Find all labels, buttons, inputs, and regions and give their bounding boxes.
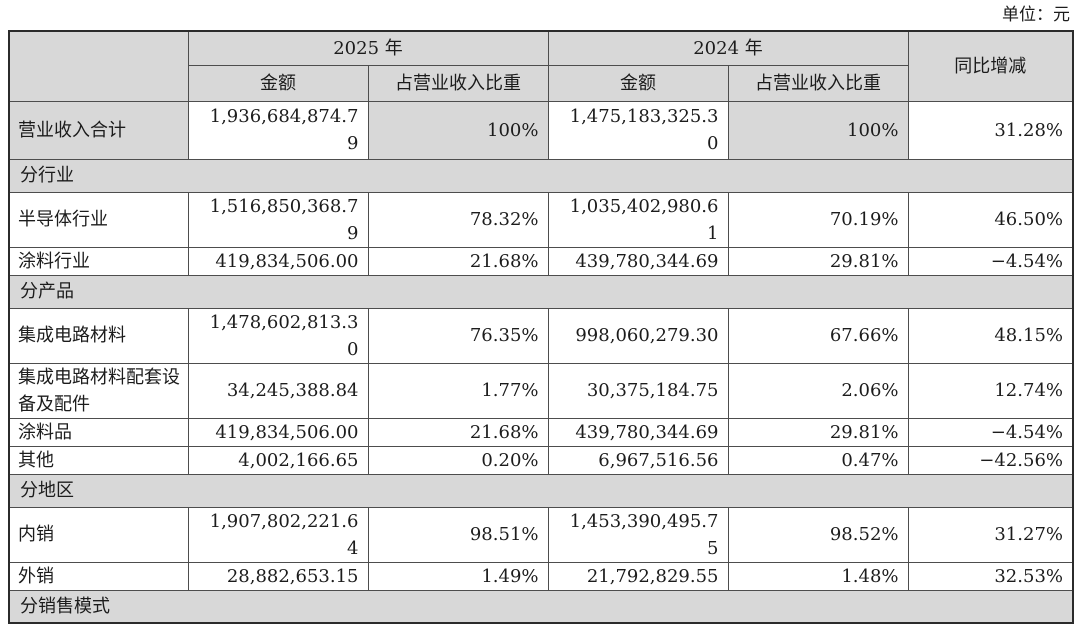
amount-2024-cell: 439,780,344.69 (547, 246, 729, 276)
amount-2025-cell: 4,002,166.65 (187, 445, 369, 475)
proportion-2025-cell: 1.77% (367, 362, 549, 419)
row-label-cell: 涂料行业 (8, 246, 189, 276)
row-label-cell: 其他 (8, 445, 189, 475)
yoy-change-cell: 31.28% (907, 100, 1074, 160)
table-row-coatings-industry: 涂料行业 419,834,506.00 21.68% 439,780,344.6… (8, 246, 1074, 276)
table-row-ic-materials: 集成电路材料 1,478,602,813.30 76.35% 998,060,2… (8, 307, 1074, 364)
table-row-domestic-sales: 内销 1,907,802,221.64 98.51% 1,453,390,495… (8, 506, 1074, 563)
proportion-2024-cell: 0.47% (727, 445, 909, 475)
header-row-metrics: 金额 占营业收入比重 金额 占营业收入比重 (9, 64, 1073, 102)
section-label: 分销售模式 (8, 589, 1074, 624)
row-label-cell: 半导体行业 (8, 191, 189, 248)
header-yoy-change: 同比增减 (907, 30, 1074, 102)
section-label: 分行业 (8, 158, 1074, 193)
amount-2025-cell: 1,478,602,813.30 (187, 307, 369, 364)
amount-2025-cell: 34,245,388.84 (187, 362, 369, 419)
yoy-change-cell: 46.50% (907, 191, 1074, 248)
row-label-cell: 营业收入合计 (8, 100, 189, 160)
amount-2024-cell: 1,475,183,325.30 (547, 100, 729, 160)
section-row-by-industry: 分行业 (8, 158, 1074, 193)
section-row-by-region: 分地区 (8, 473, 1074, 508)
header-proportion-2025: 占营业收入比重 (367, 64, 549, 102)
report-page: 单位：元 2025 年 2024 年 同比增减 金额 占营业收入比重 金额 占营… (8, 0, 1074, 624)
header-amount-2024: 金额 (547, 64, 729, 102)
table-row-others: 其他 4,002,166.65 0.20% 6,967,516.56 0.47%… (8, 445, 1074, 475)
yoy-change-cell: −4.54% (907, 417, 1074, 447)
table-row-coating-products: 涂料品 419,834,506.00 21.68% 439,780,344.69… (8, 417, 1074, 447)
revenue-breakdown-table: 2025 年 2024 年 同比增减 金额 占营业收入比重 金额 占营业收入比重… (8, 30, 1074, 624)
yoy-change-cell: 12.74% (907, 362, 1074, 419)
yoy-change-cell: −4.54% (907, 246, 1074, 276)
amount-2025-cell: 1,516,850,368.79 (187, 191, 369, 248)
section-label: 分地区 (8, 473, 1074, 508)
header-year-2024: 2024 年 (547, 30, 909, 66)
amount-2024-cell: 21,792,829.55 (547, 561, 729, 591)
proportion-2024-cell: 70.19% (727, 191, 909, 248)
amount-2024-cell: 439,780,344.69 (547, 417, 729, 447)
row-label-cell: 集成电路材料配套设备及配件 (8, 362, 189, 419)
proportion-2025-cell: 0.20% (367, 445, 549, 475)
table-row-ic-supporting-equipment: 集成电路材料配套设备及配件 34,245,388.84 1.77% 30,375… (8, 362, 1074, 419)
unit-label: 单位：元 (1002, 5, 1070, 25)
section-row-by-sales-model: 分销售模式 (8, 589, 1074, 624)
table-row-semiconductor: 半导体行业 1,516,850,368.79 78.32% 1,035,402,… (8, 191, 1074, 248)
row-label-cell: 集成电路材料 (8, 307, 189, 364)
row-label-cell: 外销 (8, 561, 189, 591)
amount-2024-cell: 1,453,390,495.75 (547, 506, 729, 563)
amount-2025-cell: 1,907,802,221.64 (187, 506, 369, 563)
proportion-2024-cell: 67.66% (727, 307, 909, 364)
yoy-change-cell: 32.53% (907, 561, 1074, 591)
yoy-change-cell: 31.27% (907, 506, 1074, 563)
header-amount-2025: 金额 (187, 64, 369, 102)
table-row-export-sales: 外销 28,882,653.15 1.49% 21,792,829.55 1.4… (8, 561, 1074, 591)
amount-2024-cell: 6,967,516.56 (547, 445, 729, 475)
amount-2024-cell: 998,060,279.30 (547, 307, 729, 364)
amount-2025-cell: 1,936,684,874.79 (187, 100, 369, 160)
proportion-2024-cell: 98.52% (727, 506, 909, 563)
header-blank-cell (8, 30, 189, 102)
proportion-2024-cell: 1.48% (727, 561, 909, 591)
amount-2024-cell: 30,375,184.75 (547, 362, 729, 419)
proportion-2025-cell: 100% (367, 100, 549, 160)
amount-2024-cell: 1,035,402,980.61 (547, 191, 729, 248)
proportion-2024-cell: 2.06% (727, 362, 909, 419)
yoy-change-cell: −42.56% (907, 445, 1074, 475)
proportion-2025-cell: 98.51% (367, 506, 549, 563)
section-row-by-product: 分产品 (8, 274, 1074, 309)
proportion-2025-cell: 1.49% (367, 561, 549, 591)
proportion-2025-cell: 76.35% (367, 307, 549, 364)
proportion-2025-cell: 21.68% (367, 417, 549, 447)
header-proportion-2024: 占营业收入比重 (727, 64, 909, 102)
proportion-2025-cell: 78.32% (367, 191, 549, 248)
row-label-cell: 涂料品 (8, 417, 189, 447)
proportion-2024-cell: 29.81% (727, 246, 909, 276)
header-row-years: 2025 年 2024 年 同比增减 (8, 30, 1074, 102)
section-label: 分产品 (8, 274, 1074, 309)
proportion-2024-cell: 100% (727, 100, 909, 160)
amount-2025-cell: 419,834,506.00 (187, 246, 369, 276)
amount-2025-cell: 419,834,506.00 (187, 417, 369, 447)
amount-2025-cell: 28,882,653.15 (187, 561, 369, 591)
yoy-change-cell: 48.15% (907, 307, 1074, 364)
header-year-2025: 2025 年 (187, 30, 549, 66)
proportion-2024-cell: 29.81% (727, 417, 909, 447)
proportion-2025-cell: 21.68% (367, 246, 549, 276)
table-row-total-revenue: 营业收入合计 1,936,684,874.79 100% 1,475,183,3… (8, 100, 1074, 160)
row-label-cell: 内销 (8, 506, 189, 563)
